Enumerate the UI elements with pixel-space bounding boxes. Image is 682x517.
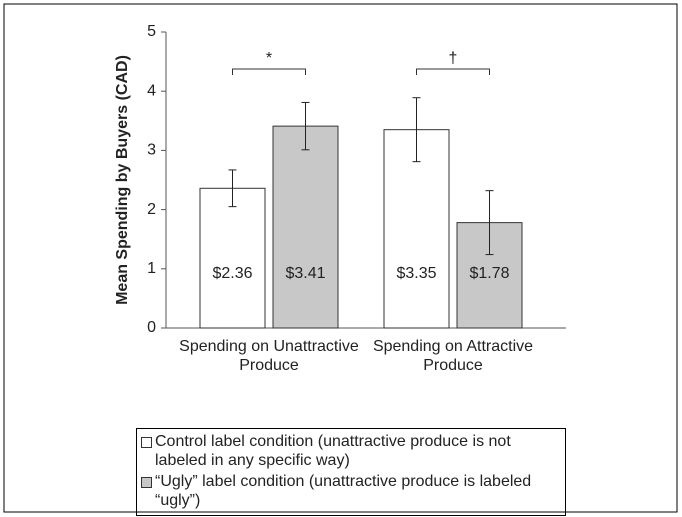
legend-swatch bbox=[141, 477, 152, 488]
y-axis-label: Mean Spending by Buyers (CAD) bbox=[114, 55, 131, 305]
legend-label: “Ugly” label condition (unattractive pro… bbox=[155, 473, 532, 509]
legend-entry: “Ugly” label condition (unattractive pro… bbox=[141, 472, 561, 510]
significance-bracket bbox=[416, 68, 490, 75]
value-label: $2.36 bbox=[212, 265, 252, 282]
bar bbox=[383, 129, 450, 329]
frame bbox=[3, 3, 678, 513]
annotation: † bbox=[449, 50, 458, 67]
bar bbox=[199, 187, 266, 329]
x-tick-label: Spending on Unattractive Produce bbox=[179, 338, 359, 374]
value-label: $3.35 bbox=[396, 265, 436, 282]
y-tick-label: 4 bbox=[147, 82, 156, 99]
x-tick-label: Spending on Attractive Produce bbox=[372, 338, 534, 374]
y-tick-label: 3 bbox=[147, 142, 156, 159]
value-label: $1.78 bbox=[469, 265, 509, 282]
y-tick-label: 5 bbox=[147, 23, 156, 40]
y-tick-label: 1 bbox=[147, 260, 156, 277]
bar bbox=[272, 125, 339, 329]
legend: Control label condition (unattractive pr… bbox=[136, 428, 566, 516]
annotation: * bbox=[266, 50, 272, 67]
legend-entry: Control label condition (unattractive pr… bbox=[141, 432, 561, 470]
y-tick-label: 2 bbox=[147, 201, 156, 218]
value-label: $3.41 bbox=[285, 265, 325, 282]
significance-bracket bbox=[232, 68, 306, 75]
legend-swatch bbox=[141, 437, 152, 448]
legend-label: Control label condition (unattractive pr… bbox=[155, 433, 511, 469]
y-tick-label: 0 bbox=[147, 319, 156, 336]
